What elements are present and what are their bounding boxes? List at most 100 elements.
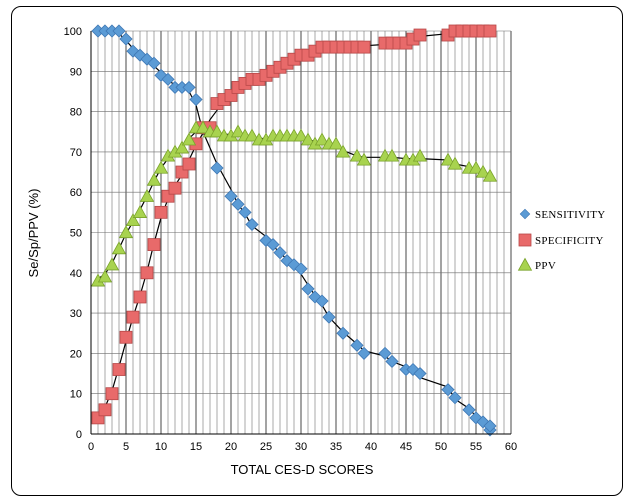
x-tick-label: 30 (295, 441, 307, 453)
y-tick-label: 10 (70, 389, 82, 401)
ppv-point (139, 188, 155, 202)
specificity-point (357, 40, 371, 54)
sensitivity-point (385, 354, 399, 369)
sensitivity-point (336, 326, 350, 340)
legend-marker (519, 208, 531, 220)
ppv-point (195, 120, 211, 134)
legend-label: PPV (535, 260, 556, 272)
legend-marker (518, 233, 532, 247)
ppv-point (125, 213, 141, 227)
x-tick-label: 0 (88, 441, 94, 453)
x-tick-label: 15 (190, 441, 202, 453)
specificity-point (483, 24, 497, 38)
grid-lines (90, 30, 512, 435)
sensitivity-point (266, 238, 280, 252)
ppv-point (97, 269, 113, 283)
y-tick-label: 60 (70, 187, 82, 199)
ppv-point (181, 132, 197, 146)
ppv-point (146, 172, 162, 186)
specificity-point (133, 290, 147, 304)
sensitivity-point (273, 246, 287, 260)
x-axis-title: TOTAL CES-D SCORES (231, 462, 374, 477)
y-tick-label: 50 (70, 228, 82, 240)
chart: 0 5 10 15 20 25 30 35 40 45 50 55 60 0 10 20 30 40 50 60 70 8… (26, 24, 606, 477)
ppv-point (314, 132, 330, 146)
ppv-point (244, 128, 260, 142)
sensitivity-point (112, 24, 126, 38)
sensitivity-point (119, 32, 133, 46)
y-tick-label: 40 (70, 268, 82, 280)
sensitivity-point (294, 262, 308, 276)
ppv-point (412, 148, 428, 162)
specificity-point (182, 157, 196, 171)
specificity-point (119, 330, 133, 344)
x-tick-label: 55 (470, 441, 482, 453)
ppv-point (153, 160, 169, 174)
ppv-point (174, 140, 190, 154)
ppv-point (475, 164, 491, 178)
sensitivity-point (350, 338, 364, 352)
sensitivity-point (322, 310, 336, 324)
specificity-point (105, 387, 119, 401)
x-tick-label: 50 (435, 441, 447, 453)
y-axis-title: Se/Sp/PPV (%) (26, 189, 41, 278)
ppv-point (230, 124, 246, 138)
specificity-point (112, 363, 126, 376)
x-tick-label: 20 (225, 441, 237, 453)
sensitivity-point (448, 391, 462, 405)
ppv-point (293, 128, 309, 142)
ppv-point (482, 168, 498, 182)
ppv-point (300, 132, 316, 146)
sensitivity-point (238, 205, 252, 219)
legend-label: SPECIFICITY (535, 235, 604, 247)
ppv-point (384, 148, 400, 162)
ppv-point (335, 144, 351, 158)
y-tick-label: 20 (70, 348, 82, 360)
sensitivity-point (245, 217, 259, 232)
sensitivity-point (357, 346, 371, 360)
legend-label: SENSITIVITY (535, 209, 606, 221)
sensitivity-point (483, 419, 497, 433)
sensitivity-point (413, 366, 427, 381)
specificity-point (98, 403, 112, 417)
ppv-point (349, 148, 365, 162)
x-tick-label: 45 (400, 441, 412, 453)
ppv-point (111, 241, 127, 255)
sensitivity-point (315, 294, 329, 308)
axes: 0 5 10 15 20 25 30 35 40 45 50 55 60 0 10 20 30 40 50 60 70 8… (64, 26, 517, 453)
y-tick-label: 80 (70, 107, 82, 119)
ppv-point (447, 156, 463, 170)
specificity-point (126, 310, 140, 324)
ppv-point (328, 136, 344, 150)
ppv-point (132, 205, 148, 218)
specificity-point (413, 28, 427, 42)
legend: SENSITIVITY SPECIFICITY PPV (517, 208, 606, 272)
sensitivity-point (462, 403, 476, 417)
y-tick-label: 30 (70, 308, 82, 320)
y-tick-label: 100 (64, 26, 82, 38)
sensitivity-point (161, 72, 175, 86)
y-tick-label: 0 (76, 429, 82, 441)
y-tick-label: 70 (70, 147, 82, 159)
specificity-point (154, 205, 168, 219)
ppv-point (118, 225, 134, 239)
ppv-point (209, 124, 225, 138)
legend-marker (517, 257, 533, 271)
ppv-point (104, 257, 120, 271)
sensitivity-point (189, 92, 203, 107)
sensitivity-point (182, 80, 196, 94)
specificity-point (147, 238, 161, 251)
data-points (90, 24, 498, 437)
specificity-point (168, 181, 182, 195)
sensitivity-point (378, 346, 392, 360)
y-tick-label: 90 (70, 66, 82, 78)
specificity-point (140, 266, 154, 280)
x-tick-label: 10 (155, 441, 167, 453)
x-tick-label: 60 (505, 441, 517, 453)
x-tick-label: 25 (260, 441, 272, 453)
ppv-point (440, 152, 456, 166)
sensitivity-point (441, 383, 455, 397)
x-tick-label: 35 (330, 441, 342, 453)
sensitivity-point (231, 197, 245, 211)
ppv-point (356, 152, 372, 166)
